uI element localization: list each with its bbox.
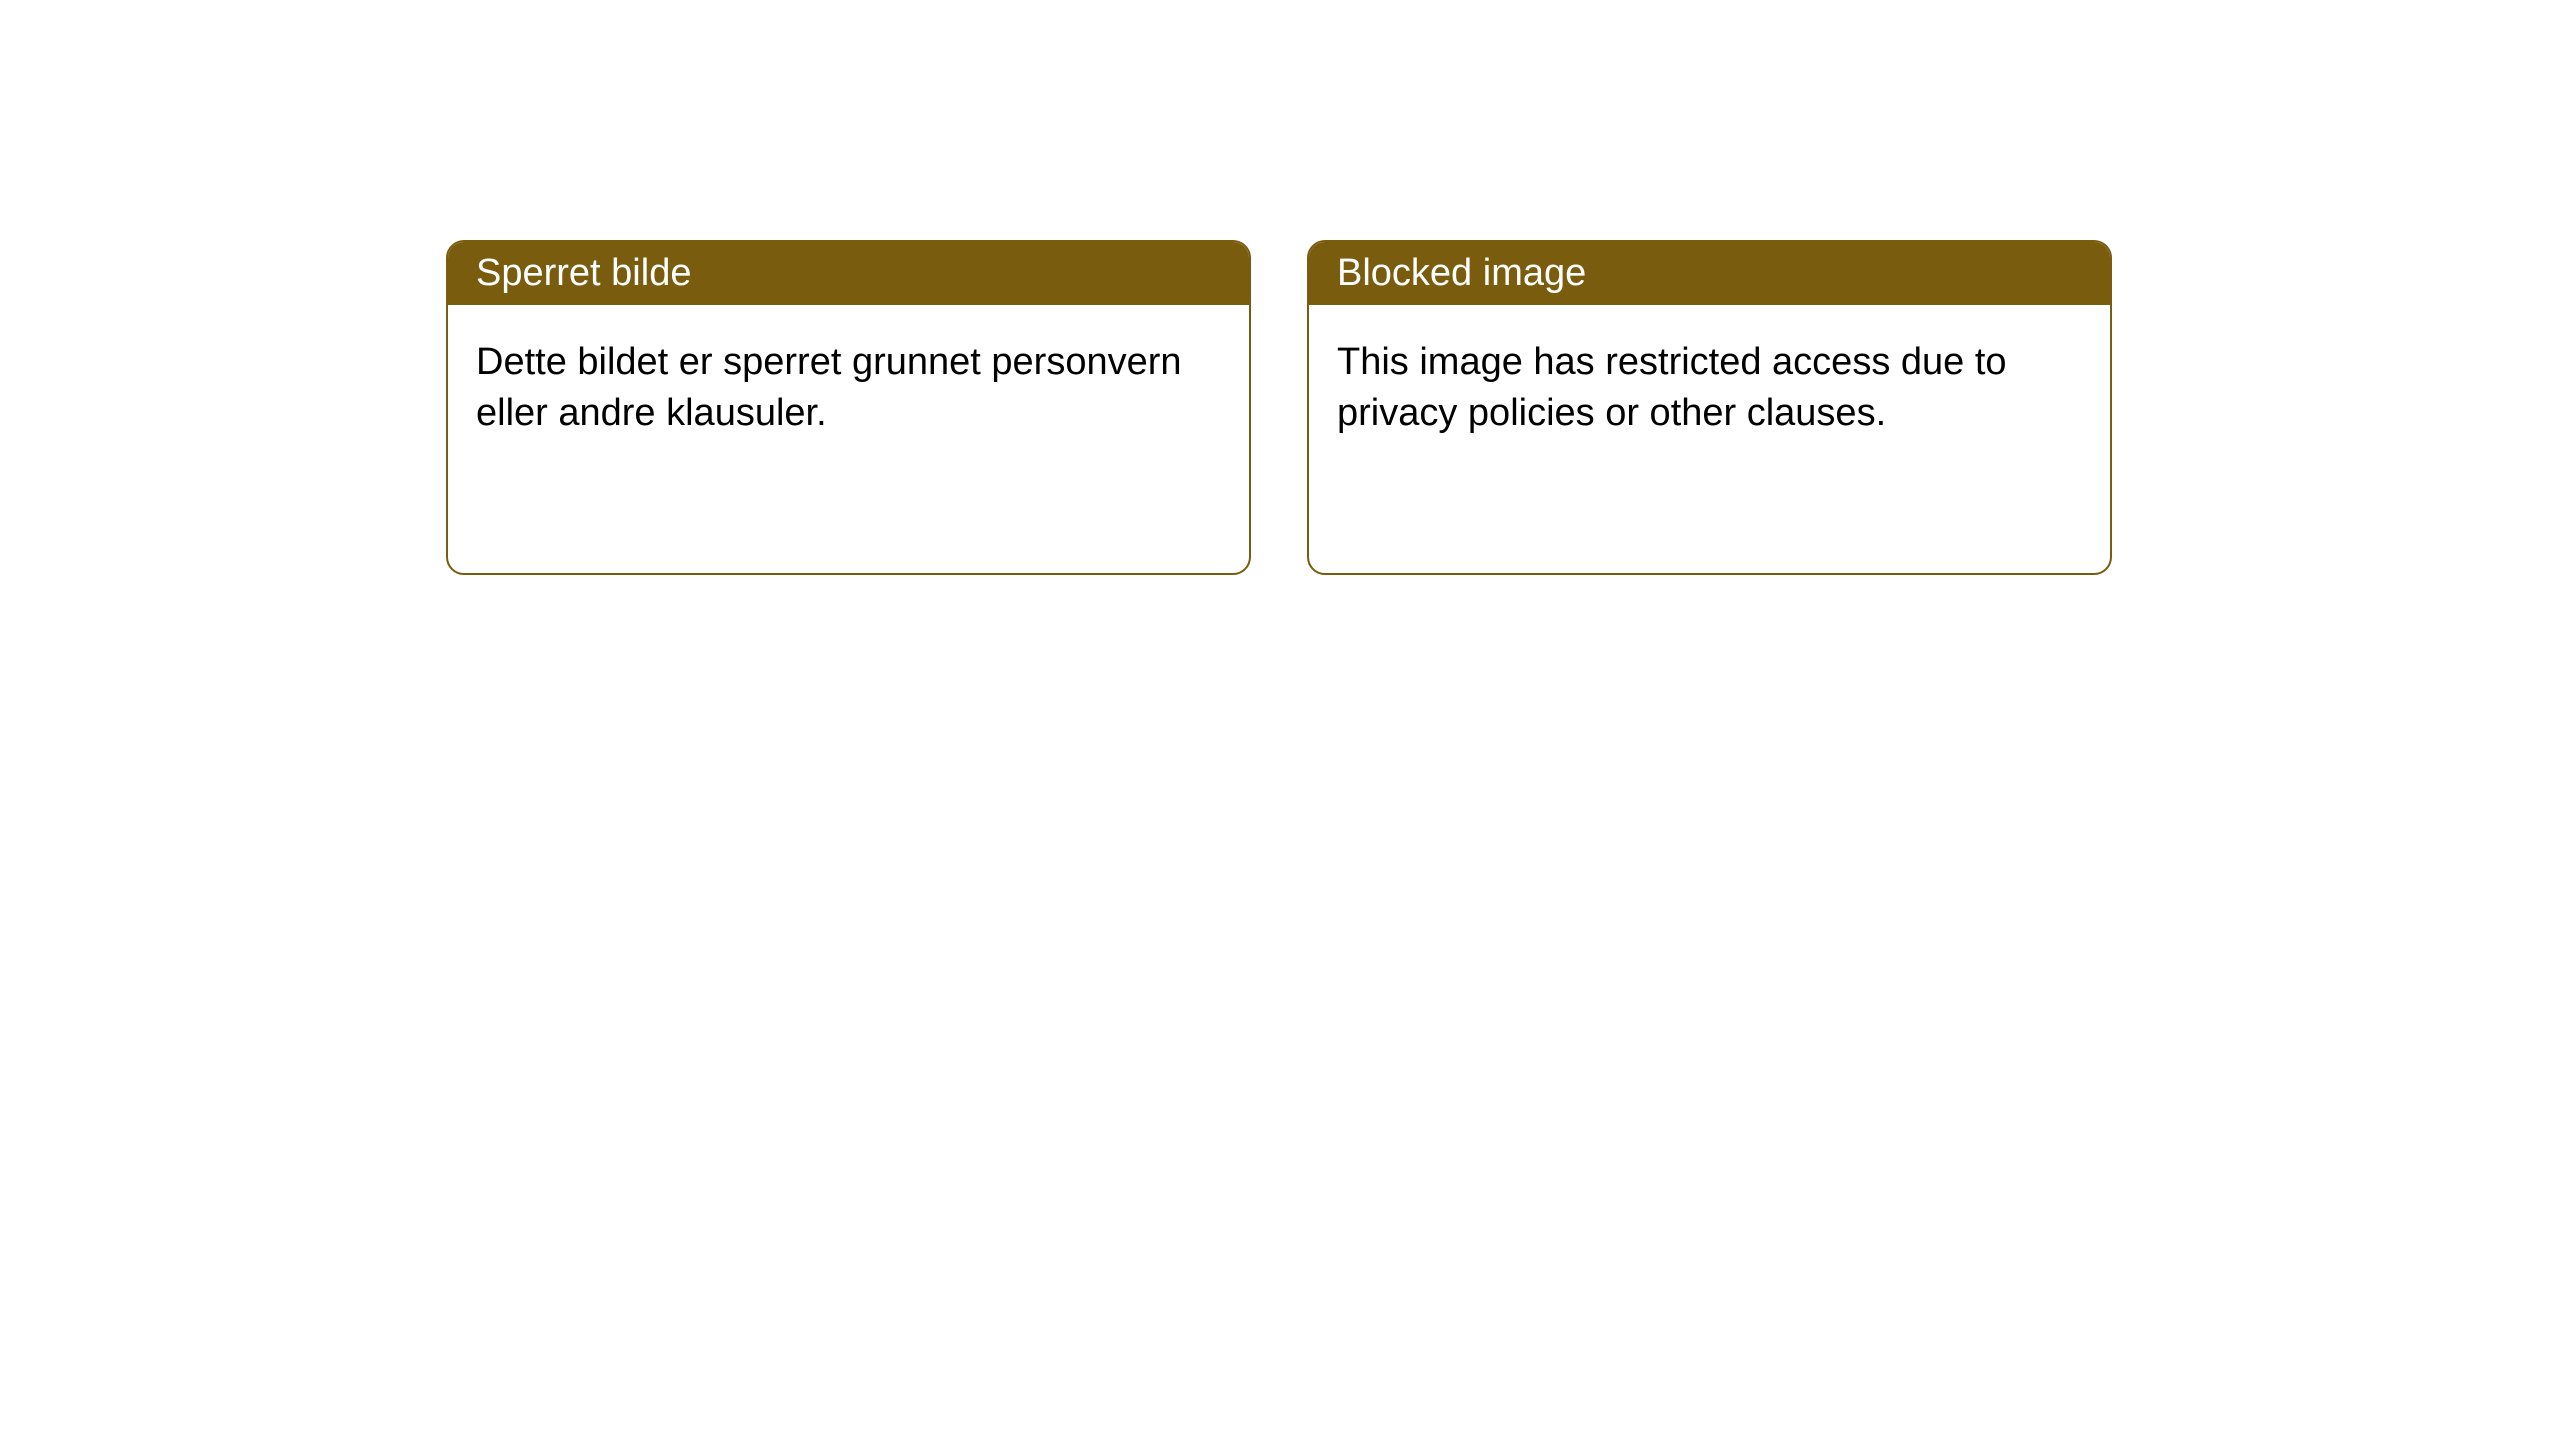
notice-title-norwegian: Sperret bilde [476, 252, 691, 294]
notice-card-norwegian: Sperret bilde Dette bildet er sperret gr… [446, 240, 1251, 575]
notice-header-english: Blocked image [1309, 242, 2110, 305]
notice-text-english: This image has restricted access due to … [1337, 341, 2007, 434]
notice-text-norwegian: Dette bildet er sperret grunnet personve… [476, 341, 1182, 434]
notice-card-english: Blocked image This image has restricted … [1307, 240, 2112, 575]
notice-header-norwegian: Sperret bilde [448, 242, 1249, 305]
notice-body-english: This image has restricted access due to … [1309, 305, 2110, 472]
notice-container: Sperret bilde Dette bildet er sperret gr… [0, 0, 2560, 575]
notice-body-norwegian: Dette bildet er sperret grunnet personve… [448, 305, 1249, 472]
notice-title-english: Blocked image [1337, 252, 1586, 294]
